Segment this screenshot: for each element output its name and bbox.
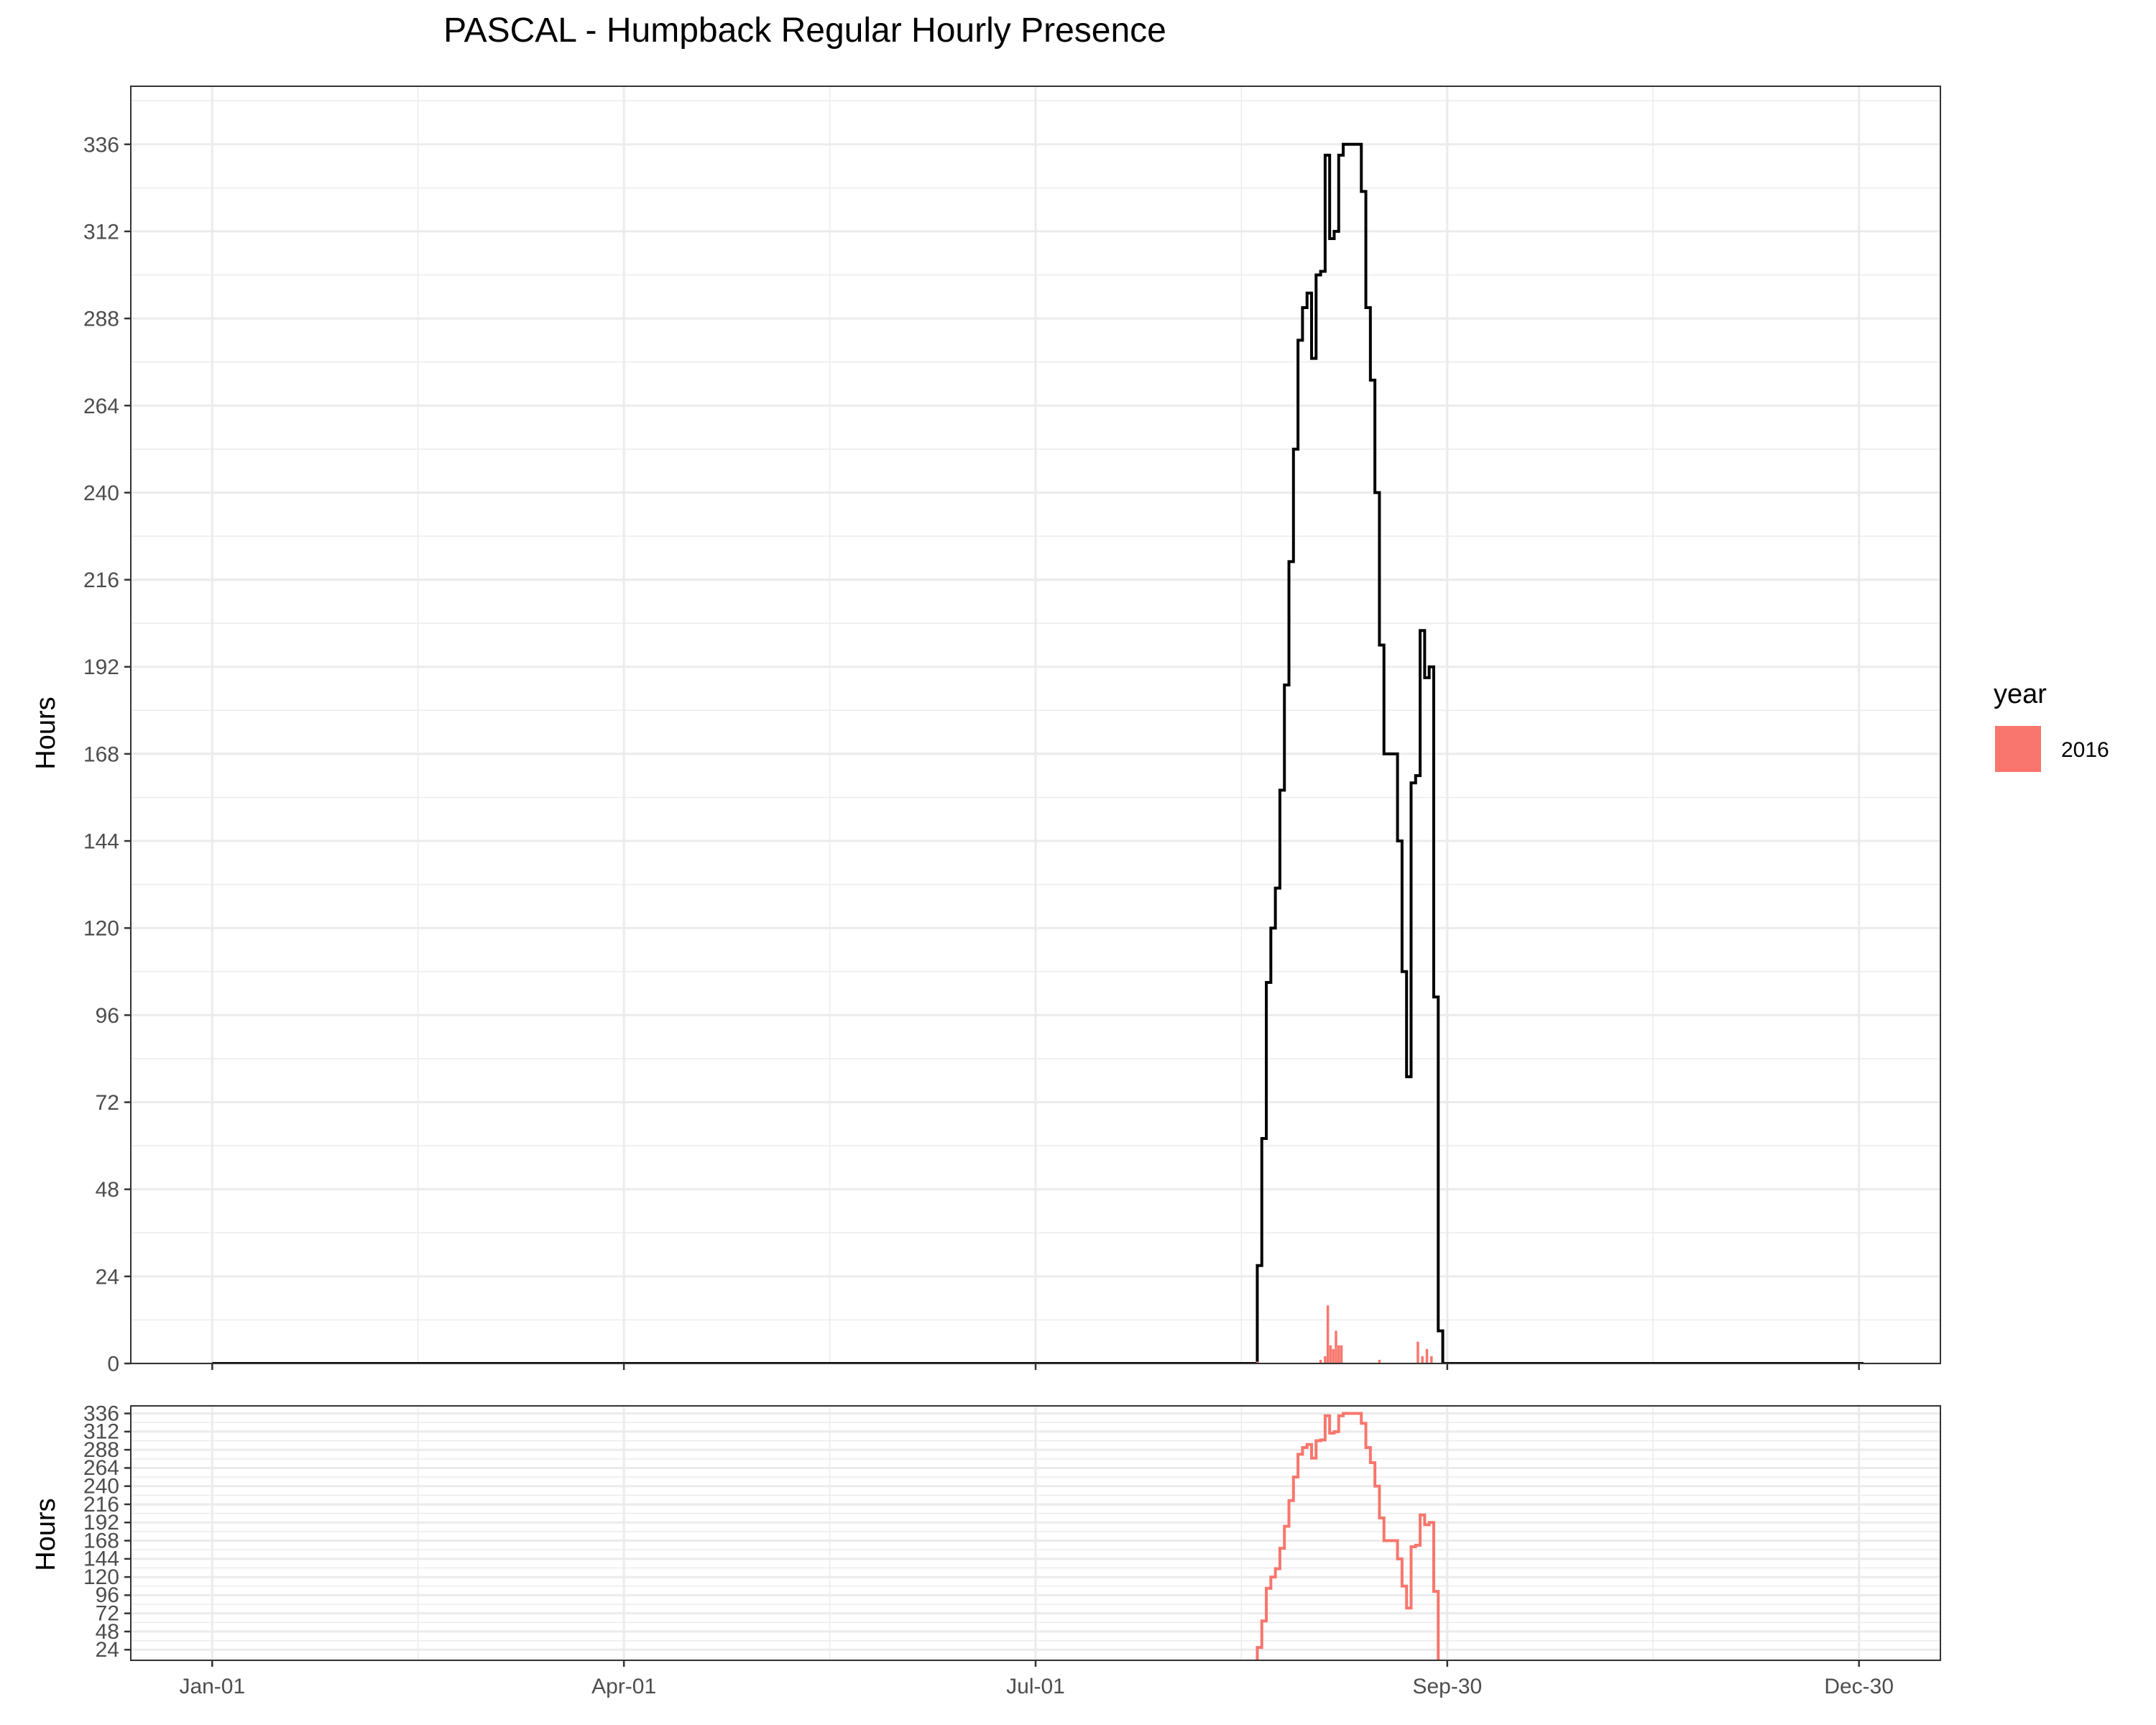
main-bar-2016: [1421, 1356, 1424, 1363]
main-bar-2016: [1430, 1356, 1433, 1363]
main-y-tick-label: 240: [83, 482, 119, 505]
overview-y-tick-label: 264: [83, 1456, 119, 1480]
overview-y-tick-label: 192: [83, 1511, 119, 1535]
overview-x-tick-label: Jul-01: [1006, 1675, 1065, 1698]
main-bar-2016: [1425, 1348, 1429, 1363]
main-bar-2016: [1337, 1345, 1340, 1363]
main-y-tick-label: 96: [96, 1004, 119, 1028]
main-y-tick-label: 192: [83, 656, 119, 679]
main-bar-2016: [1340, 1345, 1343, 1363]
main-bar-2016: [1416, 1341, 1419, 1363]
overview-y-tick-label: 336: [83, 1402, 119, 1425]
main-y-tick-label: 264: [83, 395, 119, 418]
overview-y-tick-label: 48: [96, 1620, 119, 1644]
main-y-tick-label: 0: [107, 1353, 119, 1376]
main-step-line-series-0: [212, 142, 1864, 1363]
legend-title: year: [1994, 679, 2047, 709]
overview-y-tick-label: 216: [83, 1493, 119, 1517]
main-y-tick-label: 216: [83, 569, 119, 592]
overview-y-tick-label: 168: [83, 1529, 119, 1552]
overview-y-tick-label: 288: [83, 1438, 119, 1462]
main-bar-2016: [1256, 1361, 1259, 1363]
main-y-tick-label: 72: [96, 1091, 119, 1115]
overview-series-group: [1256, 1412, 1445, 1660]
main-bar-2016: [1335, 1330, 1337, 1363]
main-bar-2016: [1329, 1345, 1332, 1363]
overview-y-tick-label: 96: [96, 1583, 119, 1607]
main-bar-2016: [1324, 1356, 1327, 1363]
main-y-tick-label: 120: [83, 917, 119, 941]
overview-y-tick-label: 240: [83, 1474, 119, 1498]
legend: year 2016: [1994, 679, 2109, 772]
main-bar-2016: [1332, 1348, 1335, 1363]
main-y-tick-label: 336: [83, 133, 119, 157]
overview-y-axis-title: Hours: [31, 1498, 61, 1570]
main-y-axis-title: Hours: [31, 696, 61, 769]
main-y-tick-label: 48: [96, 1178, 119, 1202]
main-bar-2016: [1378, 1359, 1381, 1363]
main-y-tick-label: 312: [83, 220, 119, 244]
main-series-group: [212, 142, 1864, 1363]
chart-title: PASCAL - Humpback Regular Hourly Presenc…: [443, 12, 1166, 50]
main-bar-2016: [1326, 1305, 1330, 1363]
overview-y-tick-label: 24: [96, 1638, 119, 1662]
overview-y-tick-label: 72: [96, 1601, 119, 1625]
legend-label-2016: 2016: [2061, 738, 2109, 762]
overview-x-tick-label: Apr-01: [591, 1675, 656, 1698]
overview-x-tick-label: Dec-30: [1824, 1675, 1894, 1698]
main-y-tick-label: 288: [83, 308, 119, 331]
main-bar-2016: [1319, 1359, 1322, 1363]
overview-x-tick-label: Sep-30: [1412, 1675, 1482, 1698]
overview-step-line-series-0: [1256, 1412, 1445, 1660]
overview-y-tick-label: 120: [83, 1565, 119, 1589]
main-y-tick-label: 168: [83, 742, 119, 766]
main-plot-panel: 0 24 48 72 96 120 144 168 192 216 240 264 288 312 336: [83, 86, 1941, 1376]
main-y-tick-label: 24: [96, 1265, 119, 1289]
main-y-tick-label: 144: [83, 830, 119, 854]
overview-y-tick-label: 312: [83, 1420, 119, 1444]
legend-swatch-2016: [1995, 726, 2041, 772]
overview-x-tick-label: Jan-01: [179, 1675, 245, 1698]
overview-y-tick-label: 144: [83, 1547, 119, 1571]
